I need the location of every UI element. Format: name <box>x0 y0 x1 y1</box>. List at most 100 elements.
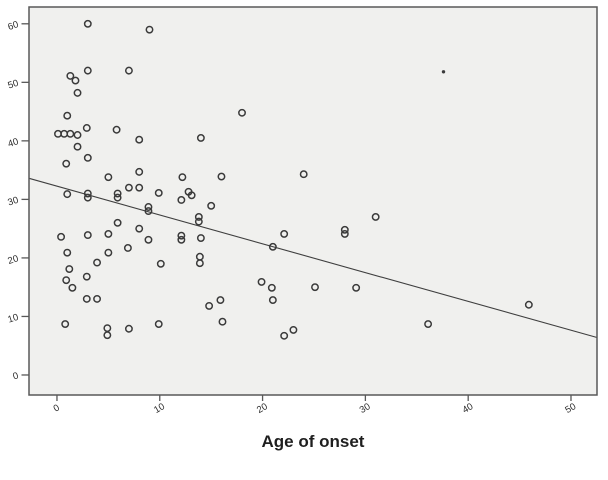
y-tick-label: 50 <box>6 78 19 92</box>
data-point <box>83 19 92 28</box>
x-tick-label: 30 <box>358 401 373 416</box>
data-point <box>57 232 66 241</box>
x-axis-title: Age of onset <box>261 432 365 451</box>
data-point <box>71 76 80 85</box>
data-point <box>217 172 226 181</box>
data-point <box>205 301 214 310</box>
data-point <box>280 229 289 238</box>
x-tick-label: 0 <box>52 402 62 414</box>
data-point <box>83 193 92 202</box>
x-tick-label: 40 <box>461 401 476 416</box>
data-point <box>299 170 308 179</box>
data-point <box>103 331 112 340</box>
data-point <box>289 325 298 334</box>
data-point <box>83 66 92 75</box>
data-point <box>104 229 113 238</box>
data-point <box>194 217 203 226</box>
data-point <box>144 203 153 211</box>
data-point <box>83 153 92 162</box>
data-point <box>124 324 133 333</box>
data-point <box>257 277 266 286</box>
data-point <box>83 231 92 240</box>
data-point <box>524 300 533 309</box>
data-point <box>177 231 186 240</box>
data-point <box>145 25 154 34</box>
data-point <box>218 317 227 326</box>
data-point <box>194 212 203 221</box>
data-point <box>73 142 82 151</box>
data-point <box>62 159 71 168</box>
x-tick-label: 10 <box>152 401 167 416</box>
data-point <box>340 225 349 234</box>
data-point <box>73 131 82 139</box>
data-point <box>196 234 205 242</box>
data-point <box>73 88 82 97</box>
y-tick-label: 0 <box>11 370 19 382</box>
data-point <box>123 244 132 252</box>
data-point <box>112 125 121 134</box>
data-point <box>154 320 163 329</box>
data-point <box>267 283 276 292</box>
y-tick-label: 60 <box>6 19 19 33</box>
data-point <box>177 235 186 244</box>
plot-frame <box>28 6 598 396</box>
data-point <box>207 201 216 210</box>
data-point <box>195 259 204 268</box>
data-point <box>124 66 133 75</box>
data-point <box>311 283 319 292</box>
data-point <box>238 108 246 117</box>
data-point <box>177 196 186 204</box>
data-point <box>82 124 91 132</box>
data-point <box>104 173 113 182</box>
data-point <box>268 242 277 251</box>
data-point <box>144 207 153 216</box>
y-tick-label: 20 <box>6 253 19 267</box>
data-point <box>178 173 187 182</box>
data-point <box>93 294 102 303</box>
x-tick-label: 20 <box>255 401 270 416</box>
data-point <box>62 276 71 285</box>
data-point <box>66 129 75 138</box>
x-tick-label: 50 <box>563 401 578 416</box>
data-point <box>113 189 122 198</box>
data-point <box>135 224 144 233</box>
y-tick-label: 10 <box>6 312 19 326</box>
data-point <box>424 320 433 329</box>
data-point <box>68 283 77 292</box>
data-point <box>66 71 75 80</box>
data-point <box>371 212 380 221</box>
data-point <box>63 248 72 257</box>
data-point <box>280 331 289 340</box>
data-point <box>135 167 144 176</box>
y-tick-label: 40 <box>6 136 19 150</box>
data-point <box>144 235 153 244</box>
data-point <box>82 294 91 303</box>
data-point <box>93 258 102 267</box>
data-point <box>135 183 144 192</box>
data-point <box>104 248 113 257</box>
data-point <box>196 133 205 142</box>
data-point <box>135 135 144 144</box>
data-point <box>216 296 225 305</box>
data-point <box>124 183 133 192</box>
data-point <box>113 218 122 227</box>
data-point <box>63 111 72 120</box>
data-point <box>61 320 70 329</box>
data-point <box>65 265 74 273</box>
plot-area <box>29 7 597 395</box>
data-point <box>352 283 361 292</box>
data-point <box>340 229 349 238</box>
data-point <box>113 193 122 202</box>
regression-line <box>28 177 598 339</box>
data-point <box>187 191 196 200</box>
data-point <box>156 259 165 268</box>
data-point <box>63 190 72 199</box>
data-point <box>82 272 91 281</box>
data-point <box>154 189 163 197</box>
data-point-dot <box>441 70 446 74</box>
data-point <box>83 189 92 198</box>
y-tick-label: 30 <box>6 195 19 209</box>
data-point <box>268 296 277 305</box>
